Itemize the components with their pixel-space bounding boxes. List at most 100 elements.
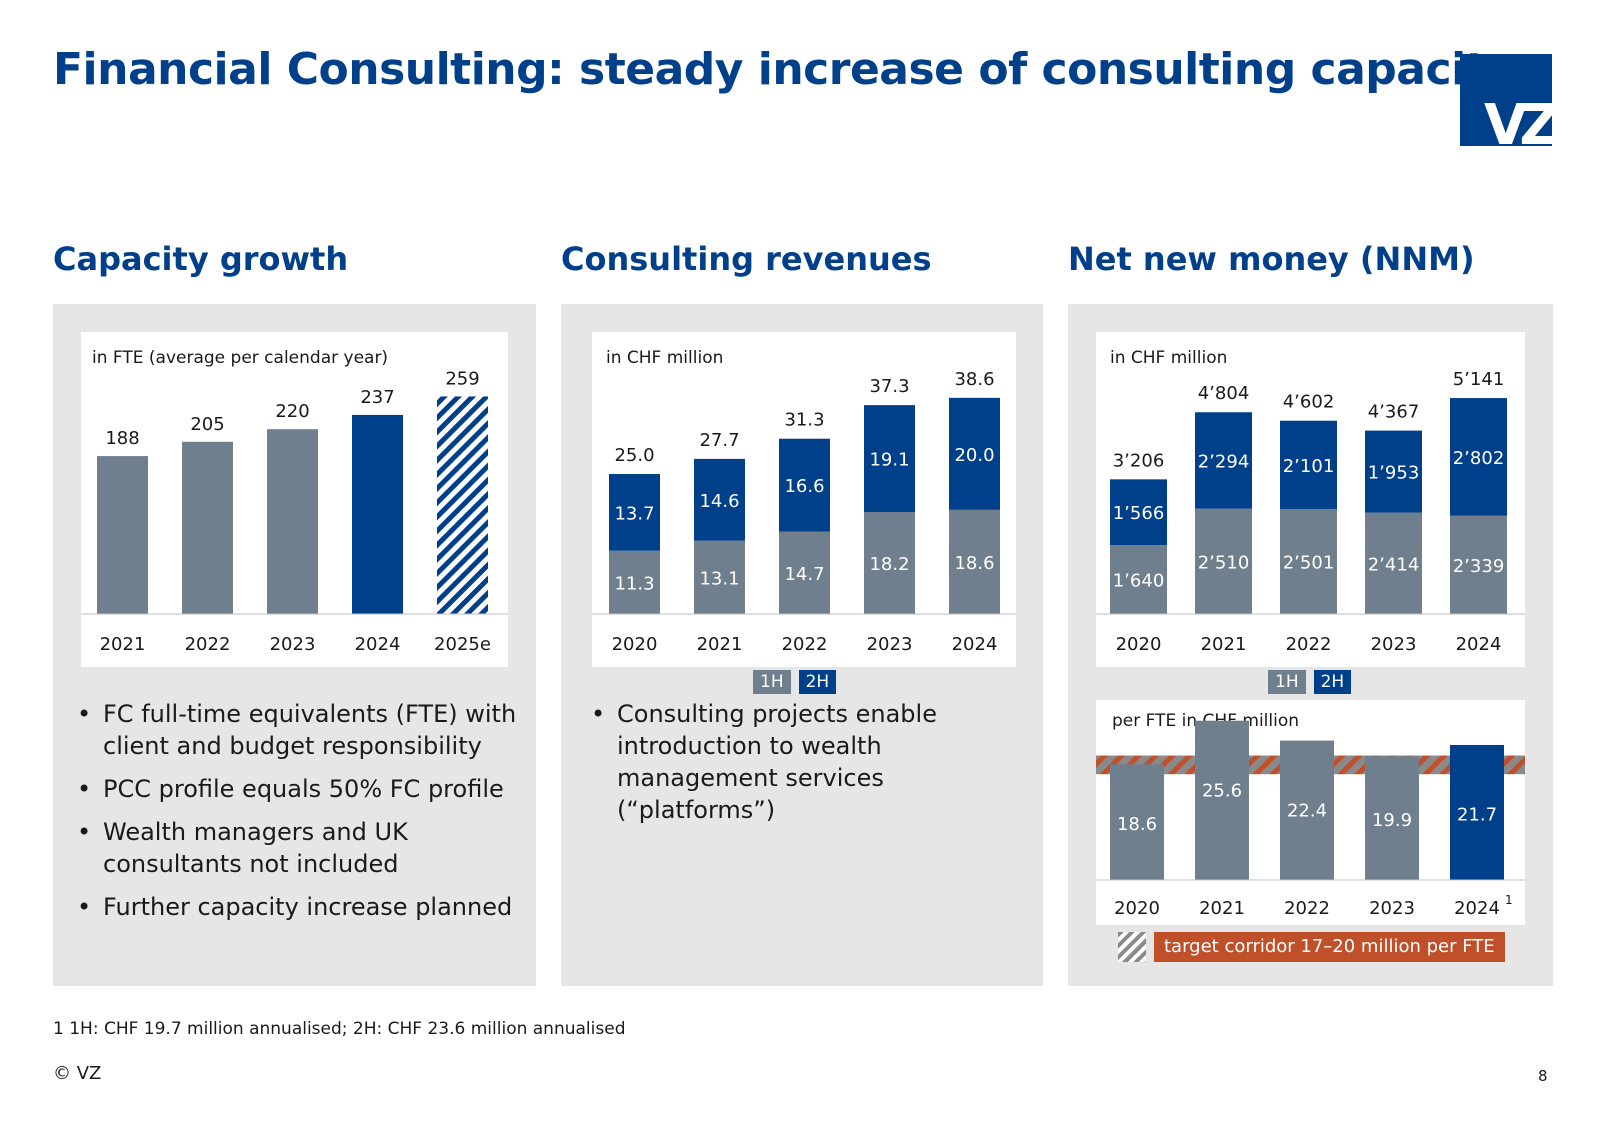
bar-2022 <box>182 441 233 614</box>
x-tick-2021: 2021 <box>1201 634 1247 655</box>
legend-1h: 1H <box>753 670 791 694</box>
capacity-panel: in FTE (average per calendar year) 188 202… <box>53 304 536 986</box>
bar-1h-2022 <box>1280 508 1337 614</box>
bar-1h-2024 <box>1450 515 1507 614</box>
x-tick-2023: 2023 <box>270 634 316 655</box>
value-label-2022: 22.4 <box>1287 801 1327 822</box>
x-tick-2022: 2022 <box>1284 898 1330 919</box>
capacity-bullet: FC full-time equivalents (FTE) with clie… <box>77 698 527 762</box>
copyright: © VZ <box>53 1063 102 1084</box>
bar-2024 <box>352 414 403 614</box>
bar-2h-2022 <box>1280 420 1337 509</box>
x-tick-2021: 2021 <box>1199 898 1245 919</box>
x-tick-2024: 2024 <box>355 634 401 655</box>
bar-2h-2024 <box>1450 398 1507 516</box>
bar-1h-2021 <box>1195 508 1252 614</box>
total-label-2024: 5’141 <box>1453 369 1505 390</box>
label-1h-2020: 11.3 <box>614 573 654 594</box>
x-tick-2022: 2022 <box>185 634 231 655</box>
nnm-chart: in CHF million 1’640 1’566 3’206 2020 2’510 2’… <box>1096 348 1525 655</box>
revenues-heading: Consulting revenues <box>561 240 932 278</box>
total-label-2020: 3’206 <box>1113 450 1165 471</box>
value-label-2023: 220 <box>275 401 309 422</box>
x-tick-2020: 2020 <box>1114 898 1160 919</box>
bar-1h-2020 <box>609 550 660 614</box>
nnm-panel: in CHF million 1’640 1’566 3’206 2020 2’510 2’… <box>1068 304 1553 986</box>
bar-2h-2020 <box>609 474 660 551</box>
capacity-chart: in FTE (average per calendar year) 188 202… <box>81 348 508 655</box>
value-label-2021: 25.6 <box>1202 781 1242 802</box>
total-label-2021: 4’804 <box>1198 383 1250 404</box>
x-tick-2023: 2023 <box>867 634 913 655</box>
x-tick-2020: 2020 <box>1116 634 1162 655</box>
bar-2021 <box>97 456 148 614</box>
bar-2024 <box>1450 744 1504 880</box>
page-number: 8 <box>1538 1067 1548 1085</box>
bar-2022 <box>1280 740 1334 880</box>
footnote: 1 1H: CHF 19.7 million annualised; 2H: C… <box>53 1019 626 1039</box>
bar-1h-2023 <box>864 512 915 614</box>
label-1h-2024: 18.6 <box>954 553 994 574</box>
label-2h-2023: 19.1 <box>869 450 909 471</box>
capacity-chart-box: in FTE (average per calendar year) 188 202… <box>81 332 508 667</box>
value-label-2020: 18.6 <box>1117 814 1157 835</box>
nnm-heading: Net new money (NNM) <box>1068 240 1475 278</box>
value-label-2025e: 259 <box>445 368 479 389</box>
label-2h-2024: 20.0 <box>954 445 994 466</box>
bar-2h-2023 <box>864 405 915 513</box>
bar-2h-2022 <box>779 438 830 532</box>
revenues-panel: in CHF million 11.3 13.7 25.0 2020 13.1 14.6 27… <box>561 304 1043 986</box>
label-1h-2024: 2’339 <box>1453 556 1505 577</box>
total-label-2020: 25.0 <box>614 445 654 466</box>
label-1h-2023: 2’414 <box>1368 554 1420 575</box>
label-2h-2023: 1’953 <box>1368 463 1420 484</box>
label-1h-2022: 14.7 <box>784 564 824 585</box>
nnm-chart-box: in CHF million 1’640 1’566 3’206 2020 2’510 2’… <box>1096 332 1525 667</box>
value-label-2024: 237 <box>360 387 394 408</box>
revenues-bullet: Consulting projects enable introduction … <box>591 698 1031 826</box>
chart-title: in CHF million <box>606 348 723 368</box>
vz-logo: VZ <box>1460 54 1552 146</box>
bar-2h-2021 <box>1195 412 1252 509</box>
x-tick-2024: 2024 <box>1456 634 1502 655</box>
x-tick-2025e: 2025e <box>434 634 491 655</box>
corridor-legend: target corridor 17–20 million per FTE <box>1118 932 1505 962</box>
x-tick-2023: 2023 <box>1369 898 1415 919</box>
legend-2h: 2H <box>798 670 837 694</box>
bar-1h-2021 <box>694 540 745 614</box>
revenues-chart: in CHF million 11.3 13.7 25.0 2020 13.1 14.6 27… <box>592 348 1016 655</box>
bar-2025e <box>437 396 488 614</box>
x-tick-2024: 2024 <box>1454 898 1500 919</box>
total-label-2021: 27.7 <box>699 430 739 451</box>
bar-2023 <box>1365 756 1419 880</box>
label-1h-2022: 2’501 <box>1283 552 1335 573</box>
label-2h-2021: 2’294 <box>1198 451 1250 472</box>
nnm-per-fte-box: per FTE in CHF million18.6202025.6202122… <box>1096 700 1525 925</box>
label-2h-2024: 2’802 <box>1453 448 1505 469</box>
capacity-bullet: Further capacity increase planned <box>77 891 527 923</box>
bar-2020 <box>1110 764 1164 880</box>
legend-2h: 2H <box>1313 670 1352 694</box>
nnm-per-fte-chart: per FTE in CHF million18.6202025.6202122… <box>1096 711 1525 919</box>
bar-2h-2023 <box>1365 430 1422 513</box>
x-tick-2022: 2022 <box>782 634 828 655</box>
capacity-bullet: Wealth managers and UK consultants not i… <box>77 816 527 880</box>
bar-2h-2020 <box>1110 479 1167 546</box>
label-2h-2020: 13.7 <box>614 503 654 524</box>
x-tick-2020: 2020 <box>612 634 658 655</box>
logo-text: VZ <box>1484 93 1552 147</box>
revenues-chart-box: in CHF million 11.3 13.7 25.0 2020 13.1 14.6 27… <box>592 332 1016 667</box>
label-2h-2021: 14.6 <box>699 491 739 512</box>
label-2h-2020: 1’566 <box>1113 503 1165 524</box>
value-label-2021: 188 <box>105 428 139 449</box>
x-tick-2021: 2021 <box>697 634 743 655</box>
x-tick-2022: 2022 <box>1286 634 1332 655</box>
bar-1h-2024 <box>949 509 1000 614</box>
value-label-2022: 205 <box>190 414 224 435</box>
bar-2023 <box>267 429 318 614</box>
total-label-2024: 38.6 <box>954 369 994 390</box>
x-tick-2024: 2024 <box>952 634 998 655</box>
nnm-legend: 1H 2H <box>1268 670 1352 694</box>
bar-2h-2024 <box>949 397 1000 510</box>
label-2h-2022: 2’101 <box>1283 456 1335 477</box>
